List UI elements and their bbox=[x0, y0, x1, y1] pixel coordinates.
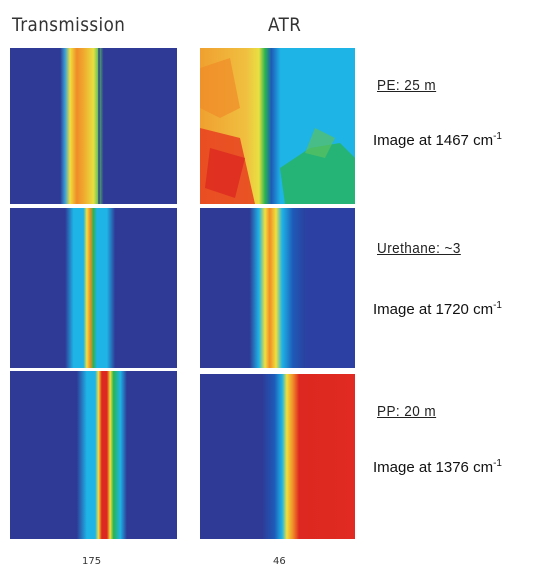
caption-pe: Image at 1467 cm-1 bbox=[373, 131, 502, 149]
atr-image-pe bbox=[200, 48, 355, 204]
caption-pp-exp: -1 bbox=[493, 458, 502, 469]
caption-pp-text: Image at 1376 cm bbox=[373, 459, 494, 476]
transmission-image-pp bbox=[10, 371, 177, 539]
caption-urethane: Image at 1720 cm-1 bbox=[373, 300, 502, 318]
transmission-image-urethane bbox=[10, 208, 177, 368]
caption-pp: Image at 1376 cm-1 bbox=[373, 458, 502, 476]
caption-urethane-text: Image at 1720 cm bbox=[373, 301, 494, 318]
layer-label-pe: PE: 25 m bbox=[377, 77, 437, 94]
atr-image-pp bbox=[200, 374, 355, 539]
caption-pe-exp: -1 bbox=[493, 131, 502, 142]
transmission-image-pe bbox=[10, 48, 177, 204]
transmission-footer-value: 175 bbox=[82, 556, 102, 567]
layer-label-urethane: Urethane: ~3 bbox=[377, 240, 461, 257]
atr-image-urethane bbox=[200, 208, 355, 368]
atr-footer-value: 46 bbox=[273, 556, 286, 567]
caption-urethane-exp: -1 bbox=[493, 300, 502, 311]
atr-header: ATR bbox=[268, 14, 302, 36]
transmission-header: Transmission bbox=[12, 14, 126, 36]
caption-pe-text: Image at 1467 cm bbox=[373, 132, 494, 149]
layer-label-pp: PP: 20 m bbox=[377, 403, 437, 420]
